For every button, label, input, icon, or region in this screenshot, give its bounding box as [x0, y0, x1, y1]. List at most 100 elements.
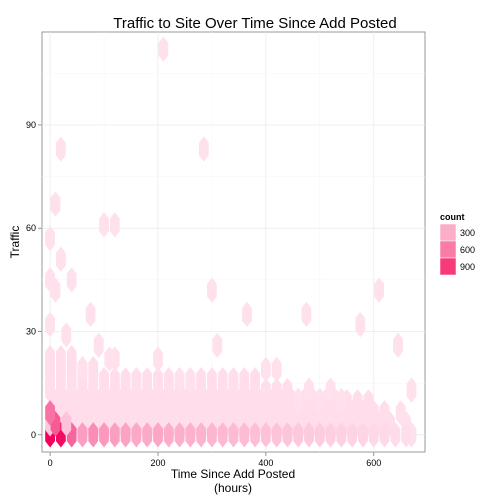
- hex-cell: [55, 246, 66, 272]
- chart-title: Traffic to Site Over Time Since Add Post…: [113, 15, 396, 32]
- hex-cell: [131, 422, 142, 448]
- hex-cell: [158, 36, 169, 62]
- hex-cell: [45, 311, 55, 338]
- hex-cell: [314, 422, 325, 448]
- hex-cell: [185, 367, 196, 393]
- hex-cell: [66, 267, 77, 293]
- hex-cell: [88, 422, 99, 448]
- hex-cell: [196, 422, 207, 448]
- y-tick-label: 0: [31, 430, 36, 440]
- hex-cell: [174, 422, 185, 448]
- hex-cell: [250, 422, 260, 448]
- hex-cell: [239, 367, 250, 393]
- hex-cell: [379, 400, 390, 426]
- hex-cell: [163, 422, 174, 448]
- hex-cell: [304, 422, 314, 448]
- hex-cell: [196, 367, 207, 393]
- hex-cell: [131, 367, 142, 393]
- hex-cell: [393, 332, 403, 358]
- hex-cell: [45, 345, 55, 371]
- x-axis-ticks: 0 200 400 600: [48, 452, 381, 468]
- x-tick-label: 200: [150, 458, 165, 468]
- hex-cell: [120, 367, 131, 393]
- x-tick-label: 0: [48, 458, 53, 468]
- legend-title: count: [440, 212, 465, 222]
- hex-cell: [45, 225, 55, 252]
- hex-cell: [153, 346, 163, 372]
- hex-cell: [228, 422, 239, 448]
- hex-cell: [379, 422, 390, 448]
- hex-cell: [390, 422, 401, 448]
- hex-cell: [325, 377, 336, 403]
- hex-cell: [55, 136, 66, 162]
- hex-cell: [242, 301, 252, 327]
- hex-cell: [325, 422, 336, 448]
- hex-cell: [301, 301, 312, 327]
- x-tick-label: 400: [258, 458, 273, 468]
- hex-cell: [347, 422, 358, 448]
- y-tick-label: 60: [26, 223, 36, 233]
- hex-cell: [260, 422, 271, 448]
- hex-cell: [293, 422, 304, 448]
- legend-label: 900: [460, 262, 475, 272]
- hex-cell: [55, 345, 66, 371]
- hex-cells: [45, 36, 417, 448]
- legend-swatch: [439, 257, 457, 276]
- hex-cell: [109, 367, 120, 393]
- hex-cell: [282, 422, 293, 448]
- x-axis-label-unit: (hours): [214, 481, 252, 495]
- hex-cell: [85, 301, 96, 327]
- hex-cell: [282, 378, 293, 404]
- y-axis-ticks: 0 30 60 90: [26, 120, 42, 440]
- hex-cell: [207, 277, 217, 303]
- hex-cell: [77, 422, 88, 448]
- hex-cell: [293, 387, 304, 414]
- hex-cell: [368, 422, 379, 448]
- legend: count 300 600 900: [439, 212, 475, 276]
- x-tick-label: 600: [366, 458, 381, 468]
- hex-cell: [207, 422, 217, 448]
- hex-cell: [406, 377, 417, 403]
- hex-cell: [250, 367, 260, 393]
- hex-cell: [260, 356, 271, 383]
- hex-cell: [260, 378, 271, 404]
- y-axis-label: Traffic: [8, 226, 22, 259]
- hex-cell: [45, 400, 55, 426]
- hex-cell: [99, 422, 109, 448]
- x-axis-label: Time Since Add Posted: [171, 467, 295, 481]
- y-tick-label: 30: [26, 327, 36, 337]
- hex-cell: [207, 367, 217, 393]
- hex-cell: [88, 356, 99, 382]
- hex-cell: [163, 367, 174, 393]
- hex-cell: [304, 377, 314, 403]
- hex-cell: [174, 367, 185, 393]
- hex-cell: [271, 422, 282, 448]
- hex-cell: [355, 311, 366, 338]
- hex-cell: [336, 387, 347, 414]
- hex-cell: [239, 422, 250, 448]
- hex-cell: [142, 367, 153, 393]
- hex-cell: [401, 422, 412, 448]
- legend-swatch: [439, 240, 457, 259]
- hex-cell: [228, 367, 239, 393]
- hex-cell: [99, 367, 109, 393]
- hex-cell: [99, 212, 109, 238]
- hex-cell: [142, 422, 153, 448]
- hex-cell: [198, 136, 209, 162]
- y-tick-label: 90: [26, 120, 36, 130]
- hex-cell: [352, 389, 363, 415]
- hex-cell: [61, 411, 72, 437]
- hex-cell: [374, 277, 385, 303]
- hex-cell: [358, 422, 368, 448]
- hex-cell: [109, 346, 120, 372]
- hex-cell: [109, 422, 120, 448]
- hex-cell: [336, 422, 347, 448]
- legend-swatch: [439, 223, 457, 242]
- hex-cell: [212, 332, 223, 358]
- hex-cell: [271, 356, 282, 383]
- hex-cell: [153, 367, 163, 393]
- legend-label: 600: [460, 245, 475, 255]
- hex-cell: [61, 322, 72, 348]
- hex-cell: [185, 422, 196, 448]
